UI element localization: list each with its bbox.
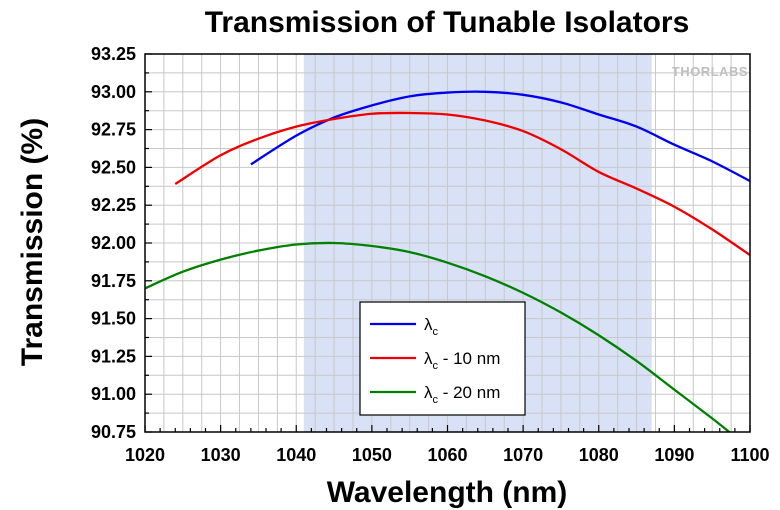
chart-title: Transmission of Tunable Isolators [205, 6, 690, 39]
x-tick-label: 1100 [730, 445, 769, 465]
y-axis-ticks: 90.75 91.00 91.25 91.50 91.75 92.00 92.25 92.50… [91, 44, 152, 442]
x-tick-label: 1020 [125, 445, 165, 465]
x-tick-label: 1070 [503, 445, 543, 465]
y-tick-label: 93.25 [91, 44, 136, 64]
x-tick-label: 1030 [201, 445, 241, 465]
y-tick-label: 91.50 [91, 309, 136, 329]
series-line-3 [145, 241, 732, 432]
y-tick-label: 92.00 [91, 233, 136, 253]
y-tick-label: 91.25 [91, 346, 136, 366]
x-axis-ticks: 1020 1030 1040 1050 1060 1070 1080 1090 1100 [125, 425, 770, 465]
legend-label-3: λc - 20 nm [424, 383, 500, 406]
series-line-1 [250, 90, 750, 183]
x-tick-label: 1040 [276, 445, 316, 465]
y-tick-label: 90.75 [91, 422, 136, 442]
legend: λc λc - 10 nm λc - 20 nm [359, 301, 526, 416]
y-tick-label: 92.75 [91, 120, 136, 140]
series-lines [145, 90, 750, 432]
y-tick-label: 93.00 [91, 82, 136, 102]
y-tick-label: 91.75 [91, 271, 136, 291]
series-line-2 [174, 111, 750, 257]
y-tick-label: 92.50 [91, 157, 136, 177]
y-tick-label: 92.25 [91, 195, 136, 215]
x-tick-label: 1090 [654, 445, 694, 465]
x-axis-title: Wavelength (nm) [327, 476, 568, 509]
y-axis-title: Transmission (%) [16, 118, 49, 366]
thorlabs-logo: THORLABS [672, 64, 748, 79]
x-tick-label: 1060 [427, 445, 467, 465]
legend-label-2: λc - 10 nm [424, 349, 500, 372]
x-tick-label: 1080 [579, 445, 619, 465]
legend-label-1: λc [424, 315, 439, 338]
x-tick-label: 1050 [352, 445, 392, 465]
y-tick-label: 91.00 [91, 384, 136, 404]
